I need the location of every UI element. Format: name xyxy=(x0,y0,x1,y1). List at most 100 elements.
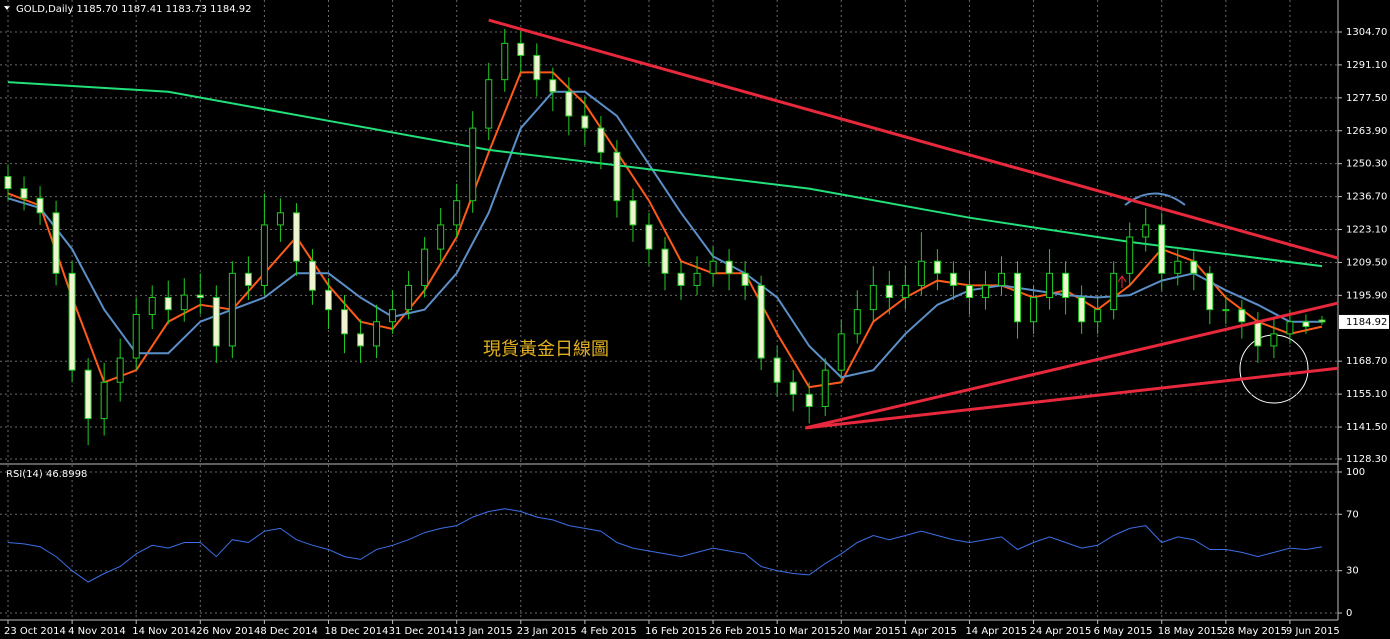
trendline xyxy=(488,18,1339,260)
candle-body xyxy=(453,200,461,226)
candle-body xyxy=(469,127,477,202)
candle-body xyxy=(1142,224,1150,238)
candle-body xyxy=(52,212,60,274)
candle-body xyxy=(853,309,861,335)
candle-body xyxy=(549,79,557,93)
candle-body xyxy=(164,297,172,311)
candle-body xyxy=(1286,321,1294,335)
moving-average xyxy=(7,81,1323,268)
x-tick-label: 14 Apr 2015 xyxy=(965,626,1027,637)
candle-body xyxy=(981,284,989,299)
x-tick-label: 10 Mar 2015 xyxy=(773,626,836,637)
last-price-box xyxy=(1339,314,1389,329)
candle-body xyxy=(1126,236,1134,274)
candle-body xyxy=(68,272,76,371)
x-tick-label: 31 Dec 2014 xyxy=(389,626,453,637)
x-tick-label: 8 Dec 2014 xyxy=(260,626,318,637)
candle-body xyxy=(84,369,92,420)
candle-body xyxy=(661,248,669,274)
rsi-title: RSI(14) 46.8998 xyxy=(6,469,87,480)
candle-body xyxy=(196,294,204,299)
candle-body xyxy=(1014,272,1022,323)
x-tick-label: 14 Nov 2014 xyxy=(132,626,196,637)
candle-body xyxy=(437,224,445,250)
candle-body xyxy=(373,321,381,347)
candle-body xyxy=(405,284,413,311)
trendline xyxy=(804,301,1339,430)
candle-body xyxy=(276,212,284,226)
candle-body xyxy=(933,260,941,274)
candle-body xyxy=(1062,272,1070,299)
y-tick-label: 0 xyxy=(1346,608,1352,619)
y-tick-label: 1155.10 xyxy=(1346,389,1387,400)
candle-body xyxy=(1094,309,1102,323)
candle-body xyxy=(4,176,12,190)
candle-body xyxy=(741,272,749,286)
candle-body xyxy=(485,79,493,129)
rsi-line xyxy=(7,508,1323,583)
candle-body xyxy=(20,188,28,199)
candle-body xyxy=(837,333,845,371)
y-tick-label: 1209.50 xyxy=(1346,257,1387,268)
candle-body xyxy=(757,284,765,359)
y-tick-label: 30 xyxy=(1346,566,1359,577)
candle-body xyxy=(1318,319,1326,323)
y-tick-label: 100 xyxy=(1346,467,1365,478)
x-tick-label: 4 Nov 2014 xyxy=(68,626,126,637)
y-tick-label: 1304.70 xyxy=(1346,27,1387,38)
candle-body xyxy=(1238,309,1246,323)
candle-body xyxy=(885,284,893,299)
candle-body xyxy=(212,297,220,347)
candle-body xyxy=(1302,321,1310,328)
x-tick-label: 23 Oct 2014 xyxy=(4,626,66,637)
moving-average xyxy=(7,71,1323,389)
candle-body xyxy=(1174,260,1182,274)
x-tick-label: 28 May 2015 xyxy=(1222,626,1287,637)
y-tick-label: 70 xyxy=(1346,509,1359,520)
candle-body xyxy=(901,284,909,299)
candle-body xyxy=(821,369,829,407)
trendline xyxy=(805,366,1339,430)
candle-body xyxy=(869,284,877,311)
candle-body xyxy=(613,151,621,202)
x-tick-label: 26 Nov 2014 xyxy=(196,626,260,637)
y-tick-label: 1168.70 xyxy=(1346,356,1387,367)
x-tick-label: 26 Feb 2015 xyxy=(709,626,771,637)
candle-body xyxy=(1190,260,1198,274)
last-price-label: 1184.92 xyxy=(1346,317,1387,328)
candle-body xyxy=(421,248,429,286)
y-tick-label: 1277.50 xyxy=(1346,93,1387,104)
candle-body xyxy=(709,260,717,274)
candle-body xyxy=(1270,333,1278,347)
candle-body xyxy=(501,42,509,81)
candle-body xyxy=(997,272,1005,286)
candle-body xyxy=(1078,297,1086,323)
x-tick-label: 4 Feb 2015 xyxy=(581,626,637,637)
y-tick-label: 1141.50 xyxy=(1346,422,1387,433)
x-tick-label: 23 Jan 2015 xyxy=(517,626,577,637)
y-tick-label: 1250.30 xyxy=(1346,159,1387,170)
candle-body xyxy=(629,200,637,226)
candle-body xyxy=(341,309,349,335)
candle-body xyxy=(517,42,525,56)
x-tick-label: 24 Apr 2015 xyxy=(1030,626,1092,637)
candle-body xyxy=(260,224,268,286)
candle-body xyxy=(597,127,605,153)
candle-body xyxy=(965,284,973,299)
candle-body xyxy=(324,289,332,311)
candle-body xyxy=(148,297,156,315)
candle-body xyxy=(1254,321,1262,347)
x-tick-label: 20 Mar 2015 xyxy=(837,626,900,637)
x-tick-label: 18 May 2015 xyxy=(1158,626,1223,637)
x-tick-label: 1 Apr 2015 xyxy=(901,626,956,637)
candle-body xyxy=(228,272,236,347)
x-tick-label: 9 Jun 2015 xyxy=(1286,626,1340,637)
chart-title: GOLD,Daily 1185.70 1187.41 1183.73 1184.… xyxy=(16,4,252,15)
candle-body xyxy=(389,309,397,323)
x-tick-label: 13 Jan 2015 xyxy=(453,626,513,637)
candle-body xyxy=(1158,224,1166,274)
candle-body xyxy=(533,54,541,81)
candle-body xyxy=(132,313,140,359)
